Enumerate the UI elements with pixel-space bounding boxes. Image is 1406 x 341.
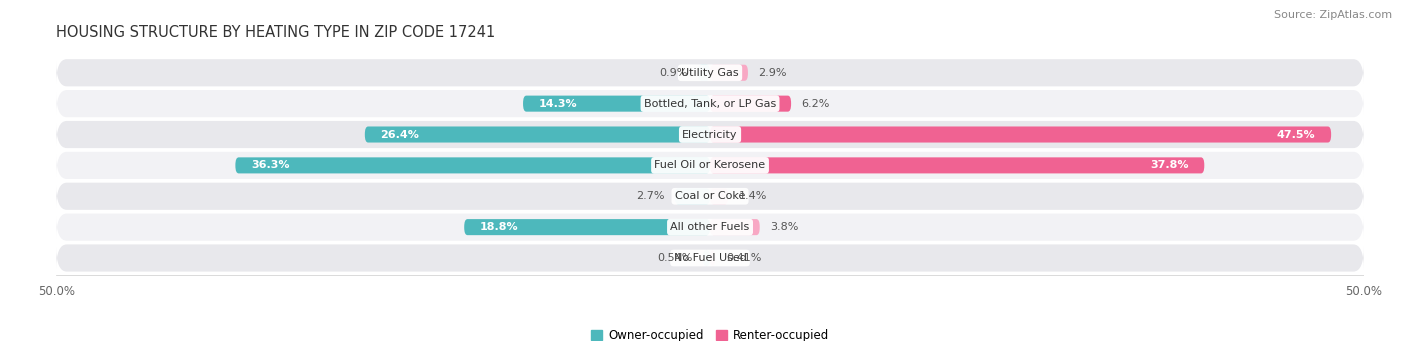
FancyBboxPatch shape [56, 213, 1364, 241]
FancyBboxPatch shape [56, 59, 1364, 86]
FancyBboxPatch shape [56, 183, 1364, 210]
Text: 0.9%: 0.9% [659, 68, 688, 78]
Text: 18.8%: 18.8% [479, 222, 519, 232]
Text: 26.4%: 26.4% [381, 130, 419, 139]
FancyBboxPatch shape [710, 250, 716, 266]
Text: 3.8%: 3.8% [770, 222, 799, 232]
FancyBboxPatch shape [703, 250, 710, 266]
FancyBboxPatch shape [710, 188, 728, 204]
Text: No Fuel Used: No Fuel Used [673, 253, 747, 263]
FancyBboxPatch shape [675, 188, 710, 204]
Text: 14.3%: 14.3% [538, 99, 578, 109]
FancyBboxPatch shape [56, 121, 1364, 148]
FancyBboxPatch shape [523, 95, 710, 112]
FancyBboxPatch shape [710, 127, 1331, 143]
FancyBboxPatch shape [710, 65, 748, 81]
FancyBboxPatch shape [364, 127, 710, 143]
Text: Electricity: Electricity [682, 130, 738, 139]
FancyBboxPatch shape [235, 157, 710, 174]
Text: 36.3%: 36.3% [252, 160, 290, 170]
FancyBboxPatch shape [56, 152, 1364, 179]
FancyBboxPatch shape [464, 219, 710, 235]
FancyBboxPatch shape [710, 95, 792, 112]
Text: Source: ZipAtlas.com: Source: ZipAtlas.com [1274, 10, 1392, 20]
Legend: Owner-occupied, Renter-occupied: Owner-occupied, Renter-occupied [586, 324, 834, 341]
Text: All other Fuels: All other Fuels [671, 222, 749, 232]
FancyBboxPatch shape [710, 157, 1205, 174]
Text: 6.2%: 6.2% [801, 99, 830, 109]
Text: 37.8%: 37.8% [1150, 160, 1188, 170]
Text: 2.7%: 2.7% [636, 191, 664, 201]
FancyBboxPatch shape [710, 219, 759, 235]
Text: Coal or Coke: Coal or Coke [675, 191, 745, 201]
FancyBboxPatch shape [56, 90, 1364, 117]
Text: 0.41%: 0.41% [725, 253, 761, 263]
FancyBboxPatch shape [699, 65, 710, 81]
FancyBboxPatch shape [56, 244, 1364, 271]
Text: Fuel Oil or Kerosene: Fuel Oil or Kerosene [654, 160, 766, 170]
Text: 0.54%: 0.54% [657, 253, 693, 263]
Text: 47.5%: 47.5% [1277, 130, 1316, 139]
Text: Bottled, Tank, or LP Gas: Bottled, Tank, or LP Gas [644, 99, 776, 109]
Text: Utility Gas: Utility Gas [682, 68, 738, 78]
Text: 2.9%: 2.9% [758, 68, 787, 78]
Text: HOUSING STRUCTURE BY HEATING TYPE IN ZIP CODE 17241: HOUSING STRUCTURE BY HEATING TYPE IN ZIP… [56, 25, 495, 40]
Text: 1.4%: 1.4% [738, 191, 768, 201]
